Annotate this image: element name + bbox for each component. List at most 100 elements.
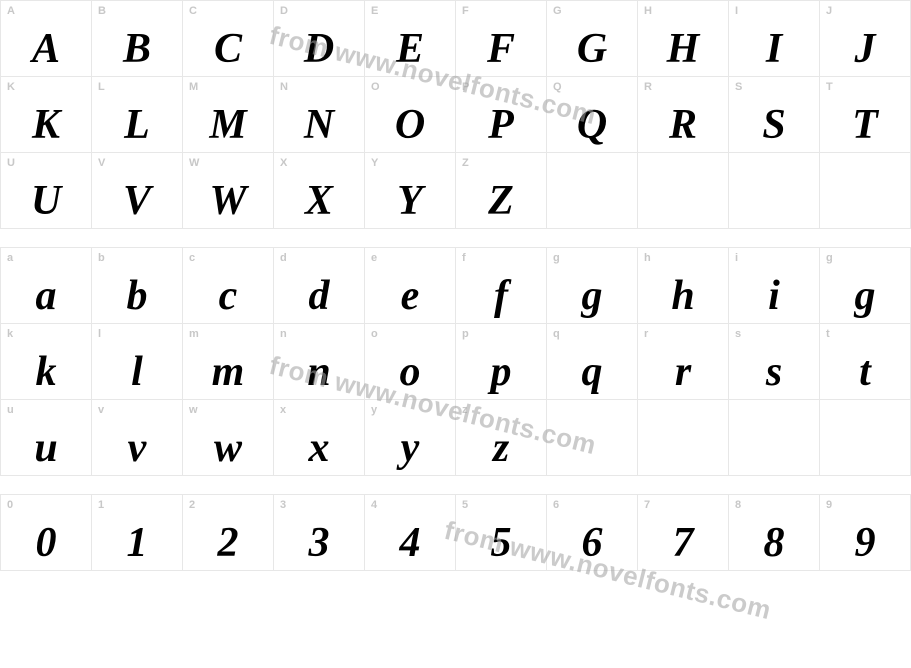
- cell-label: o: [371, 328, 378, 340]
- cell-glyph: i: [729, 275, 819, 317]
- cell-glyph: q: [547, 351, 637, 393]
- glyph-cell: VV: [92, 153, 183, 229]
- cell-glyph: C: [183, 28, 273, 70]
- cell-label: I: [735, 5, 738, 17]
- cell-label: C: [189, 5, 197, 17]
- glyph-cell: rr: [638, 324, 729, 400]
- glyph-cell: mm: [183, 324, 274, 400]
- cell-label: s: [735, 328, 741, 340]
- cell-glyph: Q: [547, 104, 637, 146]
- cell-glyph: l: [92, 351, 182, 393]
- cell-label: T: [826, 81, 833, 93]
- cell-glyph: 8: [729, 522, 819, 564]
- cell-label: 0: [7, 499, 13, 511]
- cell-glyph: 1: [92, 522, 182, 564]
- cell-label: g: [826, 252, 833, 264]
- cell-glyph: u: [1, 427, 91, 469]
- cell-label: B: [98, 5, 106, 17]
- glyph-cell: RR: [638, 77, 729, 153]
- glyph-cell: QQ: [547, 77, 638, 153]
- cell-label: J: [826, 5, 832, 17]
- glyph-cell: bb: [92, 248, 183, 324]
- cell-label: W: [189, 157, 199, 169]
- glyph-cell: UU: [1, 153, 92, 229]
- glyph-cell: NN: [274, 77, 365, 153]
- glyph-cell: WW: [183, 153, 274, 229]
- cell-label: c: [189, 252, 195, 264]
- cell-label: X: [280, 157, 287, 169]
- cell-glyph: K: [1, 104, 91, 146]
- cell-label: 2: [189, 499, 195, 511]
- glyph-cell: ZZ: [456, 153, 547, 229]
- cell-glyph: Y: [365, 180, 455, 222]
- cell-glyph: 6: [547, 522, 637, 564]
- glyph-cell: 22: [183, 495, 274, 571]
- glyph-cell: [547, 153, 638, 229]
- glyph-cell: 88: [729, 495, 820, 571]
- glyph-cell: ii: [729, 248, 820, 324]
- cell-label: h: [644, 252, 651, 264]
- glyph-cell: yy: [365, 400, 456, 476]
- cell-glyph: T: [820, 104, 910, 146]
- cell-glyph: V: [92, 180, 182, 222]
- cell-label: E: [371, 5, 378, 17]
- glyph-cell: GG: [547, 1, 638, 77]
- glyph-cell: ff: [456, 248, 547, 324]
- glyph-cell: OO: [365, 77, 456, 153]
- cell-glyph: d: [274, 275, 364, 317]
- cell-glyph: 5: [456, 522, 546, 564]
- glyph-cell: [547, 400, 638, 476]
- cell-glyph: I: [729, 28, 819, 70]
- cell-glyph: J: [820, 28, 910, 70]
- cell-label: R: [644, 81, 652, 93]
- cell-glyph: M: [183, 104, 273, 146]
- glyph-grid: 00112233445566778899: [0, 494, 911, 571]
- cell-glyph: x: [274, 427, 364, 469]
- glyph-cell: gg: [547, 248, 638, 324]
- cell-label: 3: [280, 499, 286, 511]
- cell-glyph: g: [820, 275, 910, 317]
- cell-label: z: [462, 404, 468, 416]
- cell-label: w: [189, 404, 198, 416]
- cell-glyph: m: [183, 351, 273, 393]
- cell-glyph: G: [547, 28, 637, 70]
- glyph-grid: AABBCCDDEEFFGGHHIIJJKKLLMMNNOOPPQQRRSSTT…: [0, 0, 911, 229]
- cell-label: b: [98, 252, 105, 264]
- cell-label: v: [98, 404, 104, 416]
- cell-glyph: W: [183, 180, 273, 222]
- glyph-cell: ss: [729, 324, 820, 400]
- cell-glyph: r: [638, 351, 728, 393]
- cell-glyph: X: [274, 180, 364, 222]
- cell-label: 5: [462, 499, 468, 511]
- cell-label: G: [553, 5, 562, 17]
- cell-label: 8: [735, 499, 741, 511]
- glyph-cell: LL: [92, 77, 183, 153]
- glyph-grid: aabbccddeeffgghhiiggkkllmmnnooppqqrrsstt…: [0, 247, 911, 476]
- glyph-cell: gg: [820, 248, 911, 324]
- cell-label: V: [98, 157, 105, 169]
- cell-label: f: [462, 252, 466, 264]
- cell-label: g: [553, 252, 560, 264]
- glyph-cell: [820, 153, 911, 229]
- cell-glyph: F: [456, 28, 546, 70]
- glyph-cell: xx: [274, 400, 365, 476]
- cell-glyph: e: [365, 275, 455, 317]
- glyph-cell: KK: [1, 77, 92, 153]
- cell-label: L: [98, 81, 105, 93]
- cell-label: Z: [462, 157, 469, 169]
- cell-glyph: 0: [1, 522, 91, 564]
- cell-label: x: [280, 404, 286, 416]
- glyph-cell: CC: [183, 1, 274, 77]
- cell-glyph: P: [456, 104, 546, 146]
- cell-glyph: 3: [274, 522, 364, 564]
- glyph-cell: nn: [274, 324, 365, 400]
- glyph-cell: XX: [274, 153, 365, 229]
- cell-glyph: Z: [456, 180, 546, 222]
- cell-label: 9: [826, 499, 832, 511]
- cell-label: U: [7, 157, 15, 169]
- cell-label: r: [644, 328, 648, 340]
- cell-label: H: [644, 5, 652, 17]
- cell-glyph: 4: [365, 522, 455, 564]
- font-specimen: AABBCCDDEEFFGGHHIIJJKKLLMMNNOOPPQQRRSSTT…: [0, 0, 911, 571]
- glyph-cell: kk: [1, 324, 92, 400]
